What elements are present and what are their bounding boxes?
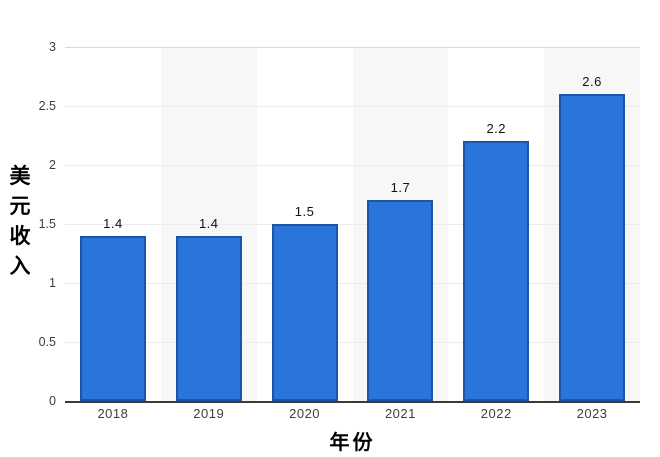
y-tick-label: 2 bbox=[49, 158, 56, 172]
bar-value-label: 2.6 bbox=[582, 74, 602, 90]
bar-value-label: 1.5 bbox=[294, 204, 315, 219]
bar-2019 bbox=[175, 235, 242, 401]
x-tick-label-2023: 2023 bbox=[576, 406, 608, 421]
grid-line bbox=[65, 47, 640, 48]
x-tick-label-2019: 2019 bbox=[193, 406, 225, 421]
grid-line bbox=[65, 165, 640, 166]
x-tick-label-2022: 2022 bbox=[480, 406, 512, 421]
x-tick-label-2021: 2021 bbox=[384, 406, 416, 421]
grid-line bbox=[65, 342, 640, 343]
bar-value-label: 1.4 bbox=[198, 215, 219, 231]
x-axis-title: 年份 bbox=[329, 432, 376, 454]
y-tick-label: 0.5 bbox=[38, 335, 56, 349]
y-tick-label: 0 bbox=[49, 394, 56, 408]
y-axis-title-char: 入 bbox=[9, 254, 31, 278]
grid-line bbox=[65, 106, 640, 107]
bar-2022 bbox=[463, 141, 530, 401]
y-axis-title-char: 元 bbox=[9, 194, 31, 218]
y-axis-title-char: 收 bbox=[9, 224, 31, 248]
x-tick-label-2020: 2020 bbox=[289, 406, 321, 421]
x-tick-label-2018: 2018 bbox=[97, 406, 129, 421]
bar-value-label: 1.4 bbox=[103, 215, 123, 231]
y-tick-label: 3 bbox=[49, 40, 56, 54]
y-axis-title: 美元收入 bbox=[7, 165, 33, 278]
plot-area: 1.4 1.4 1.5 1.7 2.2 2.6 bbox=[65, 47, 640, 403]
y-axis-title-char: 美 bbox=[9, 164, 31, 188]
grid-line bbox=[65, 224, 640, 225]
bar-value-label: 2.2 bbox=[486, 121, 507, 137]
bar-2021 bbox=[367, 200, 434, 401]
bar-2018 bbox=[79, 235, 146, 401]
bar-2023 bbox=[559, 94, 626, 401]
grid-line bbox=[65, 283, 640, 284]
y-tick-label: 2.5 bbox=[38, 99, 56, 113]
bar-value-label: 1.7 bbox=[390, 180, 411, 196]
bar-2020 bbox=[271, 224, 338, 401]
y-tick-label: 1.5 bbox=[38, 217, 56, 231]
y-tick-label: 1 bbox=[49, 276, 56, 290]
